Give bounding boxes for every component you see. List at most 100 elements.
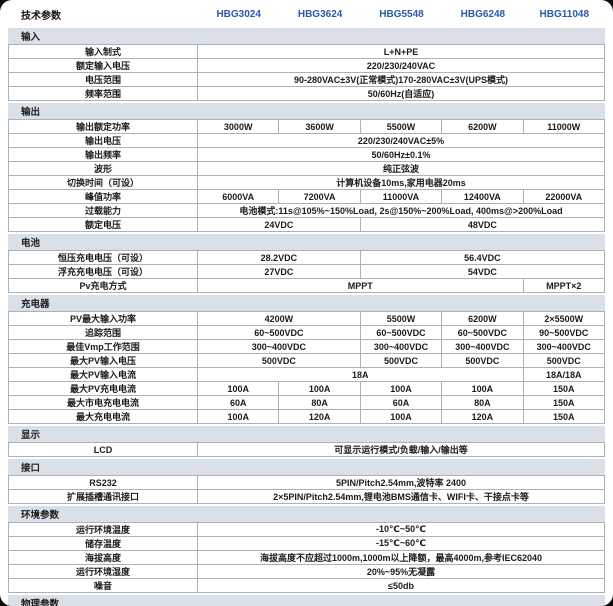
row-value: 3000W — [198, 120, 280, 134]
row-label: LCD — [8, 443, 198, 457]
row-value: 24VDC — [198, 218, 361, 232]
section-title: 接口 — [8, 457, 605, 476]
row-value: 3600W — [279, 120, 361, 134]
spec-row: 浮充充电电压（可设） 27VDC 54VDC — [8, 265, 605, 279]
spec-row: 电压范围 90-280VAC±3V(正常模式)170-280VAC±3V(UPS模… — [8, 73, 605, 87]
row-value: 90-280VAC±3V(正常模式)170-280VAC±3V(UPS模式) — [198, 73, 605, 87]
row-value: 5PIN/Pitch2.54mm,波特率 2400 — [198, 476, 605, 490]
row-value: 90~500VDC — [523, 326, 605, 340]
row-value: 20%~95%无凝露 — [198, 565, 605, 579]
row-value: 60~500VDC — [442, 326, 524, 340]
row-label: 储存温度 — [8, 537, 198, 551]
row-label: 追踪范围 — [8, 326, 198, 340]
row-value: MPPT — [198, 279, 524, 293]
spec-row: 扩展插槽通讯接口 2×5PIN/Pitch2.54mm,锂电池BMS通信卡、WIF… — [8, 490, 605, 504]
row-value: -15℃~60℃ — [198, 537, 605, 551]
row-value: 27VDC — [198, 265, 361, 279]
section-title: 显示 — [8, 424, 605, 443]
row-value: 100A — [279, 382, 361, 396]
row-label: 最佳Vmp工作范围 — [8, 340, 198, 354]
row-label: 最大PV输入电压 — [8, 354, 198, 368]
row-value: 48VDC — [360, 218, 605, 232]
spec-row: 恒压充电电压（可设） 28.2VDC 56.4VDC — [8, 251, 605, 265]
section-title: 充电器 — [8, 293, 605, 312]
spec-row: 噪音 ≤50db — [8, 579, 605, 593]
row-value: 220/230/240VAC±5% — [198, 134, 605, 148]
spec-table: 技术参数 HBG3024 HBG3624 HBG5548 HBG6248 HBG… — [8, 4, 605, 606]
row-value: 500VDC — [360, 354, 443, 368]
row-value: 2×5500W — [523, 312, 605, 326]
row-value: 80A — [279, 396, 361, 410]
row-value: 4200W — [198, 312, 361, 326]
row-value: 50/60Hz(自适应) — [198, 87, 605, 101]
row-label: 输出频率 — [8, 148, 198, 162]
row-value: 2×5PIN/Pitch2.54mm,锂电池BMS通信卡、WIFI卡、干接点卡等 — [198, 490, 605, 504]
spec-row: 波形 纯正弦波 — [8, 162, 605, 176]
row-value: 60A — [360, 396, 443, 410]
row-value: 5500W — [360, 312, 443, 326]
model-header-hbg11048: HBG11048 — [539, 9, 590, 20]
section-row: 输入 — [8, 26, 605, 45]
row-label: 输出额定功率 — [8, 120, 198, 134]
row-label: 扩展插槽通讯接口 — [8, 490, 198, 504]
spec-row: 海拔高度 海拔高度不应超过1000m,1000m以上降额，最高4000m,参考IE… — [8, 551, 605, 565]
spec-row: RS232 5PIN/Pitch2.54mm,波特率 2400 — [8, 476, 605, 490]
row-value: 500VDC — [198, 354, 361, 368]
row-label: 电压范围 — [8, 73, 198, 87]
row-label: 最大市电充电电流 — [8, 396, 198, 410]
row-value: 11000W — [523, 120, 605, 134]
spec-row: 最大PV充电电流 100A 100A 100A 100A 150A — [8, 382, 605, 396]
spec-row: 输出额定功率 3000W 3600W 5500W 6200W 11000W — [8, 120, 605, 134]
spec-row: LCD 可显示运行模式/负载/输入/输出等 — [8, 443, 605, 457]
row-value: 120A — [442, 410, 524, 424]
spec-row: 切换时间（可设） 计算机设备10ms,家用电器20ms — [8, 176, 605, 190]
model-header-hbg6248: HBG6248 — [460, 9, 506, 20]
spec-row: 储存温度 -15℃~60℃ — [8, 537, 605, 551]
spec-row: 输出频率 50/60Hz±0.1% — [8, 148, 605, 162]
row-value: 80A — [442, 396, 524, 410]
section-title: 电池 — [8, 232, 605, 251]
row-value: 100A — [442, 382, 524, 396]
spec-row: 追踪范围 60~500VDC 60~500VDC 60~500VDC 90~500VDC — [8, 326, 605, 340]
row-value: 150A — [523, 396, 605, 410]
row-value: 50/60Hz±0.1% — [198, 148, 605, 162]
row-label: 最大充电电流 — [8, 410, 198, 424]
spec-row: 最大充电电流 100A 120A 100A 120A 150A — [8, 410, 605, 424]
row-value: 220/230/240VAC — [198, 59, 605, 73]
section-row: 环境参数 — [8, 504, 605, 523]
row-value: 300~400VDC — [360, 340, 443, 354]
row-label: 输入制式 — [8, 45, 198, 59]
section-title: 输入 — [8, 26, 605, 45]
row-value: L+N+PE — [198, 45, 605, 59]
row-label: 过载能力 — [8, 204, 198, 218]
row-value: 22000VA — [523, 190, 605, 204]
row-value: 300~400VDC — [442, 340, 524, 354]
row-value: 500VDC — [523, 354, 605, 368]
row-value: 54VDC — [360, 265, 605, 279]
spec-row: PV最大输入功率 4200W 5500W 6200W 2×5500W — [8, 312, 605, 326]
spec-row: 最大PV输入电流 18A 18A/18A — [8, 368, 605, 382]
spec-row: 运行环境湿度 20%~95%无凝露 — [8, 565, 605, 579]
section-row: 接口 — [8, 457, 605, 476]
row-value: 100A — [360, 410, 443, 424]
row-value: -10℃~50℃ — [198, 523, 605, 537]
model-header-hbg3024: HBG3024 — [216, 9, 261, 20]
row-label: 切换时间（可设） — [8, 176, 198, 190]
row-value: 11000VA — [360, 190, 443, 204]
row-label: 额定电压 — [8, 218, 198, 232]
row-value: 500VDC — [442, 354, 524, 368]
row-label: 噪音 — [8, 579, 198, 593]
row-value: 7200VA — [279, 190, 361, 204]
row-value: 纯正弦波 — [198, 162, 605, 176]
row-value: MPPT×2 — [523, 279, 605, 293]
spec-row: 额定电压 24VDC 48VDC — [8, 218, 605, 232]
row-value: 6200W — [442, 312, 524, 326]
row-label: 最大PV输入电流 — [8, 368, 198, 382]
spec-row: 运行环境温度 -10℃~50℃ — [8, 523, 605, 537]
row-value: 60~500VDC — [360, 326, 443, 340]
spec-table-body: 输入 输入制式 L+N+PE 额定输入电压 220/230/240VAC 电压范围 90-2… — [8, 26, 605, 606]
row-label: 运行环境温度 — [8, 523, 198, 537]
model-header-hbg5548: HBG5548 — [379, 9, 424, 20]
row-value: ≤50db — [198, 579, 605, 593]
